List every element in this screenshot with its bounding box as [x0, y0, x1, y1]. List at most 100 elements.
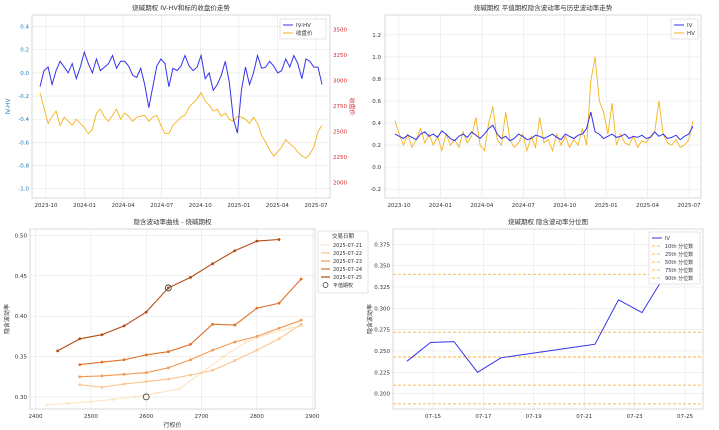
tick-label-x: 2024-01	[73, 203, 96, 209]
data-point-smile	[166, 286, 170, 290]
tick-label-x: 2024-10	[189, 203, 212, 209]
data-point-smile	[233, 249, 237, 253]
tick-label-y: 0.375	[374, 242, 390, 248]
data-point-smile	[277, 326, 281, 330]
legend-label: IV-HV	[296, 23, 311, 29]
data-point-smile	[277, 301, 281, 305]
series-line-smile-2025-07-24	[79, 278, 302, 366]
data-point-smile	[255, 334, 259, 338]
chart-iv-quantiles-frame	[392, 228, 704, 410]
data-point-smile	[255, 306, 259, 310]
data-point-smile	[100, 374, 104, 378]
tick-label-x: 2024-04	[470, 203, 493, 209]
data-point-smile	[78, 375, 82, 379]
atm-marker	[164, 284, 172, 292]
legend-label: 平值期权	[333, 282, 353, 289]
tick-label-y-left: 0.0	[20, 71, 29, 77]
tick-label-y-left: -0.2	[18, 94, 29, 100]
data-point-smile	[122, 372, 126, 376]
data-point-smile	[144, 310, 148, 314]
data-point-smile	[233, 340, 237, 344]
data-point-smile	[211, 322, 215, 326]
tick-label-y-right: 2750	[333, 104, 347, 110]
chart-vol-smile-title: 隐含波动率曲线 - 烧碱期权	[134, 217, 212, 226]
tick-label-y: 0.40	[15, 314, 28, 320]
data-point-smile	[211, 348, 215, 352]
legend-label: 2025-07-24	[333, 267, 362, 273]
legend-label: 2025-07-21	[333, 243, 362, 249]
tick-label-y: 0.50	[15, 233, 28, 239]
data-point-smile	[255, 239, 259, 243]
tick-label-x: 2024-04	[112, 203, 135, 209]
tick-label-y-left: 0.2	[20, 48, 29, 54]
data-point-smile	[56, 349, 60, 353]
tick-label-x: 2024-07	[512, 203, 535, 209]
tick-label-y-right: 2250	[333, 155, 347, 161]
tick-label-y: 1.0	[372, 55, 381, 61]
data-point-smile	[288, 326, 292, 330]
tick-label-y: 0.350	[374, 264, 390, 270]
tick-label-y-left: 0.4	[20, 25, 29, 31]
tick-label-y: 0.325	[374, 285, 390, 291]
data-point-smile	[233, 359, 237, 362]
legend-label: 25th 分位数	[665, 251, 693, 258]
tick-label-y: 0.6	[372, 99, 381, 105]
data-point-smile	[166, 377, 170, 381]
tick-label-y-right: 2000	[333, 181, 347, 187]
tick-label-x: 2024-01	[429, 203, 452, 209]
data-point-smile	[78, 363, 82, 367]
data-point-smile	[89, 400, 93, 404]
data-point-smile	[133, 395, 137, 399]
tick-label-y: 0.8	[372, 77, 381, 83]
data-point-smile	[222, 355, 226, 358]
data-point-smile	[211, 262, 215, 266]
tick-label-x: 2025-07	[305, 203, 328, 209]
data-point-smile	[67, 401, 71, 405]
tick-label-x: 2600	[139, 414, 153, 420]
tick-label-y: 0.30	[15, 395, 28, 401]
tick-label-x: 07-19	[526, 414, 542, 420]
series-line-hv	[394, 56, 694, 153]
data-point-smile	[299, 318, 303, 322]
data-point-smile	[277, 337, 281, 341]
legend-label: 2025-07-22	[333, 251, 362, 257]
chart-iv-hv-price-frame	[31, 14, 331, 199]
tick-label-y: 0.275	[374, 328, 390, 334]
tick-label-x: 2024-10	[553, 203, 576, 209]
tick-label-y: 1.2	[372, 33, 381, 39]
atm-marker	[142, 393, 150, 401]
axis-label-y: 隐含波动率	[366, 304, 374, 334]
data-point-smile	[166, 350, 170, 354]
tick-label-y-right: 3500	[333, 27, 347, 33]
chart-iv-hv-price: 0.4 0.2 0.0 -0.2 -0.4 -0.6 -0.8 -1.0 3500 3250 300…	[5, 15, 356, 209]
tick-label-y-left: -0.6	[18, 140, 29, 146]
data-point-smile	[255, 348, 259, 352]
data-point-smile	[45, 403, 49, 407]
legend-label: 10th 分位数	[665, 243, 693, 250]
tick-label-y: 0.45	[15, 274, 28, 280]
data-point-smile	[266, 332, 270, 336]
tick-label-y: 0.250	[374, 349, 390, 355]
data-point-smile	[122, 358, 126, 362]
tick-label-y: -0.2	[370, 187, 381, 193]
tick-label-y-left: -0.4	[18, 117, 29, 123]
legend-label: 50th 分位数	[665, 259, 693, 266]
tick-label-x: 2025-04	[636, 203, 659, 209]
tick-label-x: 2025-04	[266, 203, 289, 209]
tick-label-x: 2700	[195, 414, 209, 420]
tick-label-x: 2025-01	[227, 203, 250, 209]
data-point-smile	[178, 387, 181, 391]
series-line-iv	[394, 111, 694, 142]
data-point-smile	[211, 368, 215, 372]
data-point-smile	[100, 385, 104, 389]
legend-label: 2025-07-23	[333, 259, 362, 265]
data-point-smile	[155, 391, 159, 395]
chart-iv-quantiles: 0.375 0.350 0.325 0.300 0.275 0.250 0.225 0.200…	[366, 229, 703, 420]
tick-label-x: 07-17	[475, 414, 491, 420]
tick-label-y: 0.200	[374, 392, 390, 398]
data-point-smile	[78, 337, 82, 341]
data-point-smile	[144, 371, 148, 375]
tick-label-y-right: 2500	[333, 130, 347, 136]
legend-title: 交易日期	[332, 232, 355, 240]
